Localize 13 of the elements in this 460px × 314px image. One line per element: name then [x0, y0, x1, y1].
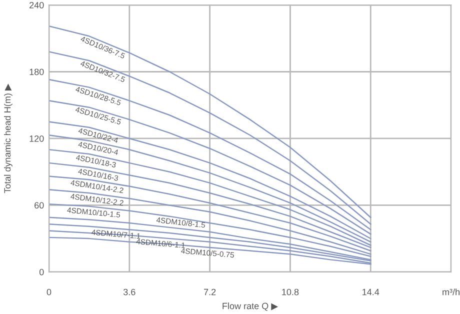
y-tick-label: 0 — [39, 268, 44, 276]
x-tick-label: m³/h — [442, 288, 460, 296]
x-axis-title: Flow rate Q ▶ — [222, 302, 278, 311]
x-tick-label: 7.2 — [204, 288, 216, 296]
x-tick-label: 0 — [46, 288, 52, 296]
y-tick-label: 120 — [30, 135, 44, 142]
x-tick-label: 10.8 — [282, 288, 299, 296]
x-tick-label: 3.6 — [123, 288, 136, 296]
y-tick-label: 180 — [30, 68, 44, 76]
y-axis-title: Total dynamic head H(m) ▶ — [4, 84, 12, 194]
y-tick-label: 60 — [34, 202, 44, 209]
y-tick-label: 240 — [30, 2, 44, 8]
x-tick-label: 14.4 — [362, 288, 380, 296]
